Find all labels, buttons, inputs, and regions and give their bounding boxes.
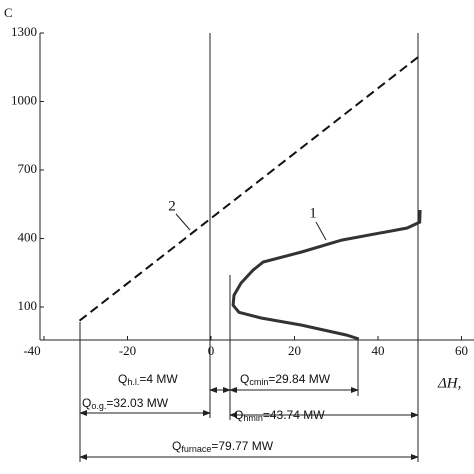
x-tick-label: -20: [119, 343, 136, 358]
x-tick-label: 0: [208, 343, 215, 358]
x-tick-label: -40: [23, 343, 40, 358]
annotation: Qhmin=43.74 MW: [234, 408, 325, 423]
curve-label: 2: [168, 198, 176, 214]
leader-line: [315, 221, 327, 241]
y-axis-label: C: [4, 5, 13, 20]
x-axis-label: ΔH,: [437, 375, 461, 391]
y-tick-label: 1300: [11, 24, 37, 39]
x-tick-label: 40: [371, 343, 384, 358]
series-line: [231, 209, 422, 341]
series-line: [78, 55, 421, 322]
x-tick-label: 20: [288, 343, 301, 358]
annotation: Qfurnace=79.77 MW: [172, 439, 274, 454]
leader-line: [175, 213, 191, 231]
curve-label: 1: [309, 205, 317, 221]
x-tick-label: 60: [455, 343, 468, 358]
annotation: Qcmin=29.84 MW: [240, 372, 331, 387]
y-tick-label: 1000: [11, 92, 37, 107]
y-tick-label: 400: [18, 230, 38, 245]
y-tick-label: 700: [18, 161, 38, 176]
annotation: Qo.g.=32.03 MW: [82, 396, 169, 411]
y-tick-label: 100: [18, 298, 38, 313]
annotation: Qh.l.=4 MW: [118, 372, 178, 387]
